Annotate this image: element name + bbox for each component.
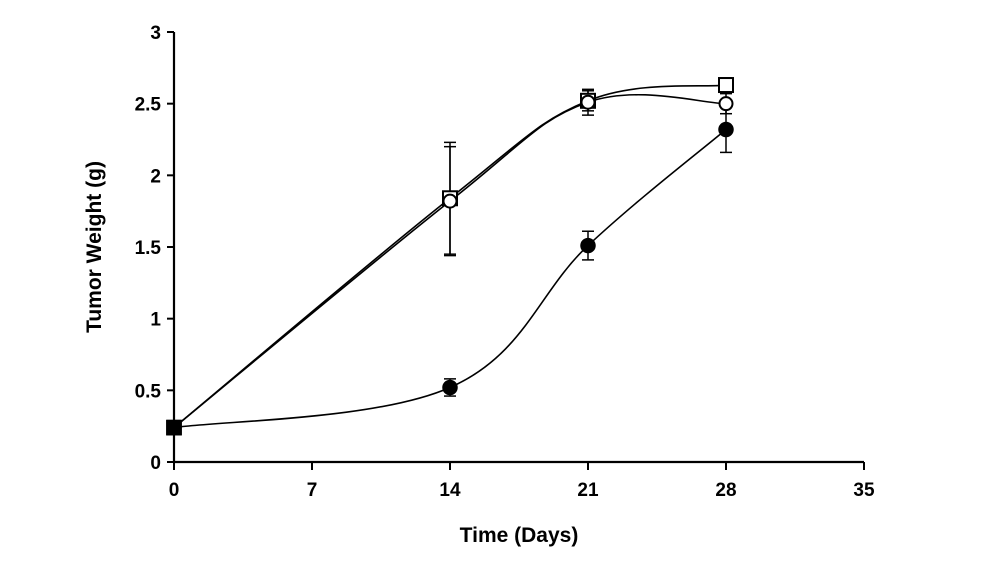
series-line-open-circle (173, 93, 727, 429)
point-marker-baseline (166, 419, 182, 436)
y-tick-label: 0.5 (135, 381, 162, 402)
axes: 0 0.5 1 1.5 2 2.5 3 0 7 14 21 28 35 (135, 23, 875, 501)
y-tick-label: 2 (150, 166, 161, 187)
y-axis-title: Tumor Weight (g) (83, 161, 106, 333)
x-tick-label: 35 (853, 480, 875, 501)
x-tick-label: 28 (715, 480, 736, 501)
point-marker-open-circle (580, 94, 596, 110)
x-tick-label: 21 (577, 480, 599, 501)
y-tick-label: 0 (150, 453, 161, 474)
point-marker-open-circle (442, 193, 458, 209)
error-bars (444, 77, 732, 397)
series-line-open-square (173, 84, 727, 429)
data-markers (166, 77, 734, 436)
point-marker-filled-circle (580, 237, 596, 254)
y-tick-label: 2.5 (135, 95, 162, 116)
x-tick-label: 14 (439, 480, 461, 501)
x-tick-label: 0 (169, 480, 180, 501)
point-marker-open-circle (718, 96, 734, 112)
y-tick-label: 1.5 (135, 238, 162, 259)
series-line-filled-circle (173, 128, 727, 429)
x-axis-title: Time (Days) (460, 524, 579, 547)
x-tick-label: 7 (307, 480, 318, 501)
point-marker-filled-circle (442, 379, 458, 396)
y-tick-label: 3 (150, 23, 161, 44)
point-marker-filled-circle (718, 121, 734, 138)
y-tick-label: 1 (150, 310, 161, 331)
series-lines (173, 84, 727, 429)
point-marker-square (718, 77, 734, 94)
